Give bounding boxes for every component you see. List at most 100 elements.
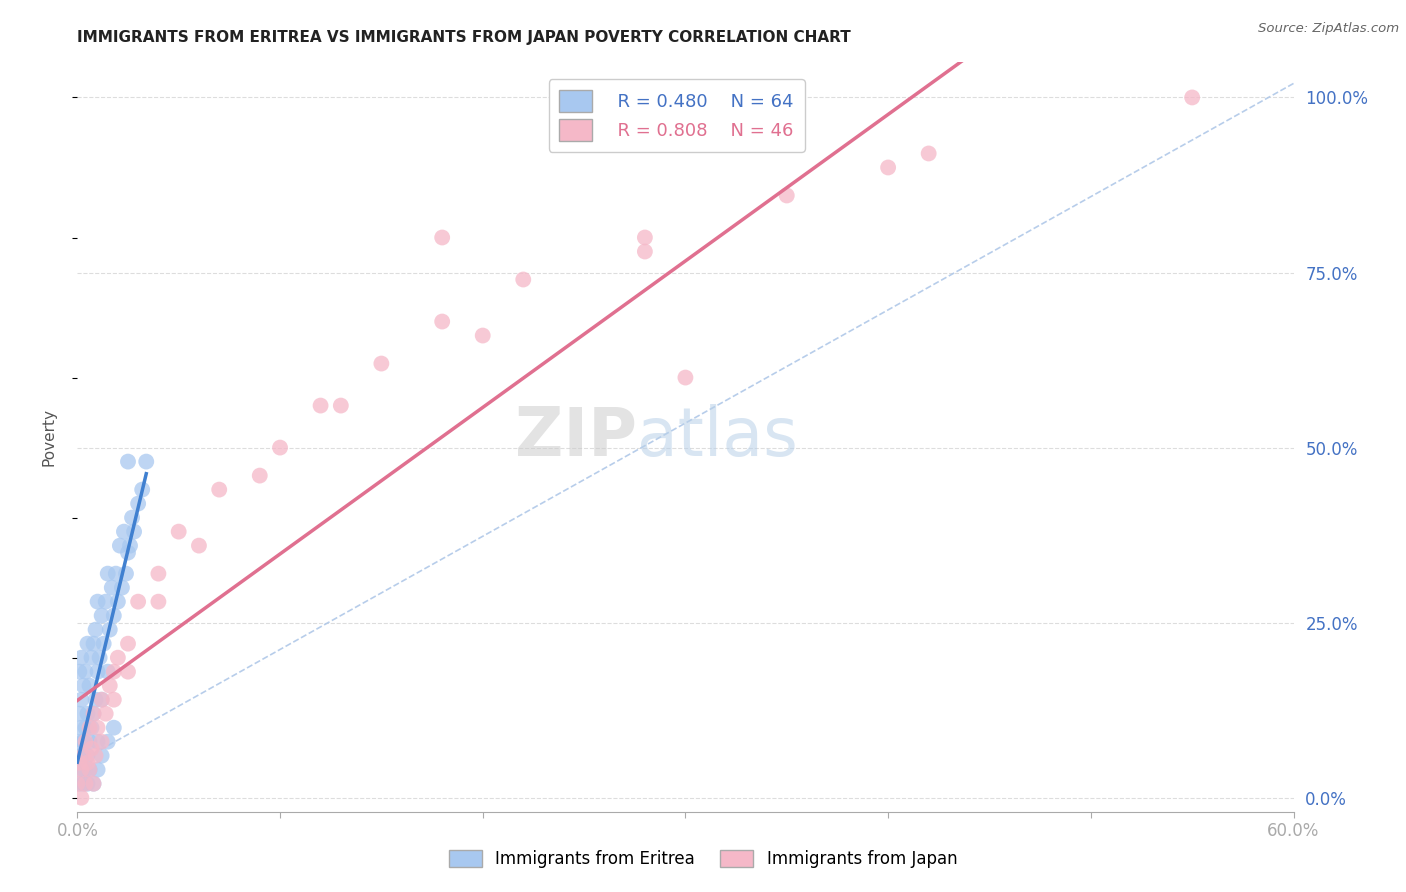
- Point: [90, 748, 112, 763]
- Point: [86, 763, 108, 777]
- Point: [72, 777, 94, 791]
- Point: [84, 623, 107, 637]
- Point: [117, 665, 139, 679]
- Point: [90, 692, 112, 706]
- Point: [877, 161, 900, 175]
- Point: [430, 314, 453, 328]
- Point: [86, 734, 108, 748]
- Point: [249, 468, 271, 483]
- Point: [188, 539, 211, 553]
- Point: [107, 594, 129, 608]
- Point: [101, 581, 124, 595]
- Y-axis label: Poverty: Poverty: [42, 408, 56, 467]
- Point: [86, 594, 108, 608]
- Legend:   R = 0.480    N = 64,   R = 0.808    N = 46: R = 0.480 N = 64, R = 0.808 N = 46: [548, 79, 804, 152]
- Point: [97, 566, 120, 581]
- Point: [634, 244, 657, 259]
- Point: [93, 637, 115, 651]
- Point: [675, 370, 697, 384]
- Point: [83, 706, 105, 721]
- Point: [75, 734, 97, 748]
- Point: [70, 650, 93, 665]
- Point: [122, 524, 145, 539]
- Point: [103, 665, 125, 679]
- Point: [79, 763, 101, 777]
- Point: [80, 650, 103, 665]
- Point: [112, 524, 135, 539]
- Point: [370, 357, 392, 371]
- Point: [67, 706, 90, 721]
- Point: [131, 483, 153, 497]
- Point: [98, 623, 121, 637]
- Point: [72, 734, 94, 748]
- Point: [512, 272, 534, 286]
- Point: [79, 763, 101, 777]
- Point: [70, 692, 93, 706]
- Point: [269, 441, 291, 455]
- Point: [75, 763, 97, 777]
- Point: [103, 692, 125, 706]
- Point: [309, 399, 332, 413]
- Point: [83, 777, 105, 791]
- Point: [84, 748, 107, 763]
- Point: [117, 546, 139, 560]
- Point: [83, 706, 105, 721]
- Point: [76, 777, 98, 791]
- Point: [70, 748, 93, 763]
- Point: [86, 721, 108, 735]
- Text: Source: ZipAtlas.com: Source: ZipAtlas.com: [1258, 22, 1399, 36]
- Point: [208, 483, 231, 497]
- Point: [135, 454, 157, 468]
- Point: [76, 756, 98, 770]
- Point: [94, 594, 117, 608]
- Point: [83, 777, 105, 791]
- Point: [67, 734, 90, 748]
- Point: [117, 637, 139, 651]
- Point: [103, 721, 125, 735]
- Point: [634, 230, 657, 244]
- Point: [72, 679, 94, 693]
- Point: [115, 566, 138, 581]
- Point: [70, 748, 93, 763]
- Point: [67, 756, 90, 770]
- Point: [90, 608, 112, 623]
- Point: [66, 777, 89, 791]
- Point: [118, 539, 141, 553]
- Point: [66, 756, 89, 770]
- Point: [94, 706, 117, 721]
- Point: [127, 594, 149, 608]
- Point: [117, 454, 139, 468]
- Point: [97, 665, 120, 679]
- Point: [107, 650, 129, 665]
- Point: [80, 741, 103, 756]
- Point: [121, 510, 143, 524]
- Point: [75, 665, 97, 679]
- Point: [72, 763, 94, 777]
- Point: [86, 665, 108, 679]
- Point: [90, 734, 112, 748]
- Legend: Immigrants from Eritrea, Immigrants from Japan: Immigrants from Eritrea, Immigrants from…: [441, 843, 965, 875]
- Point: [430, 230, 453, 244]
- Point: [103, 608, 125, 623]
- Point: [1181, 90, 1204, 104]
- Point: [67, 665, 90, 679]
- Point: [79, 679, 101, 693]
- Point: [148, 566, 170, 581]
- Point: [75, 721, 97, 735]
- Point: [70, 763, 93, 777]
- Point: [84, 692, 107, 706]
- Point: [79, 734, 101, 748]
- Point: [79, 721, 101, 735]
- Point: [75, 777, 97, 791]
- Text: IMMIGRANTS FROM ERITREA VS IMMIGRANTS FROM JAPAN POVERTY CORRELATION CHART: IMMIGRANTS FROM ERITREA VS IMMIGRANTS FR…: [77, 29, 851, 45]
- Point: [148, 594, 170, 608]
- Point: [70, 721, 93, 735]
- Point: [127, 497, 149, 511]
- Point: [97, 734, 120, 748]
- Point: [80, 721, 103, 735]
- Point: [89, 650, 111, 665]
- Point: [471, 328, 494, 343]
- Point: [90, 692, 112, 706]
- Point: [76, 637, 98, 651]
- Point: [76, 748, 98, 763]
